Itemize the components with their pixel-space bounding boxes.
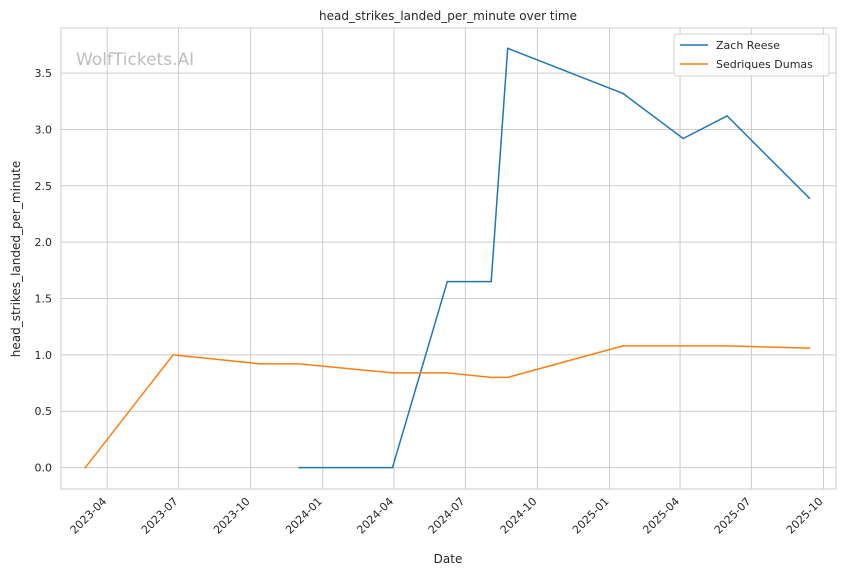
y-tick-label: 0.5 — [35, 405, 53, 418]
data-point — [84, 466, 87, 469]
data-point — [808, 197, 811, 199]
legend-box — [673, 33, 830, 77]
data-point — [446, 372, 449, 374]
series-line — [84, 345, 811, 469]
data-point — [506, 47, 509, 50]
y-tick-label: 2.0 — [35, 236, 53, 249]
y-axis-ticks: 0.0 0.5 1.0 1.5 2.0 2.5 3.0 3.5 — [35, 67, 53, 474]
data-point — [490, 376, 493, 379]
x-axis-label: Date — [434, 552, 463, 566]
data-point — [726, 345, 728, 347]
y-tick-label: 3.5 — [35, 67, 53, 80]
y-tick-label: 1.0 — [35, 349, 53, 362]
data-point — [391, 466, 394, 469]
data-point — [172, 354, 174, 356]
chart-title: head_strikes_landed_per_minute over time — [319, 9, 577, 23]
data-point — [808, 347, 811, 349]
data-point — [682, 137, 684, 140]
data-point — [506, 376, 509, 379]
grid — [61, 28, 836, 489]
legend-label: Sedriques Dumas — [716, 58, 813, 71]
y-tick-label: 2.5 — [35, 180, 53, 193]
legend: Zach Reese Sedriques Dumas — [673, 33, 830, 77]
data-point — [726, 115, 728, 117]
y-tick-label: 1.5 — [35, 293, 53, 306]
data-point — [490, 280, 493, 283]
y-tick-label: 3.0 — [35, 123, 53, 136]
data-point — [260, 363, 262, 365]
data-point — [446, 280, 449, 283]
data-point — [682, 345, 684, 347]
watermark: WolfTickets.AI — [76, 50, 194, 70]
data-point — [298, 466, 301, 469]
data-point — [391, 372, 394, 374]
legend-label: Zach Reese — [716, 39, 780, 52]
series-group — [84, 345, 811, 469]
series-group — [298, 47, 811, 469]
plot-frame — [60, 27, 837, 490]
data-point — [622, 92, 624, 95]
y-tick-label: 0.0 — [35, 462, 53, 475]
data-point — [622, 345, 624, 347]
data-point — [298, 363, 301, 365]
y-axis-label: head_strikes_landed_per_minute — [9, 161, 23, 358]
series-layer — [84, 47, 811, 469]
